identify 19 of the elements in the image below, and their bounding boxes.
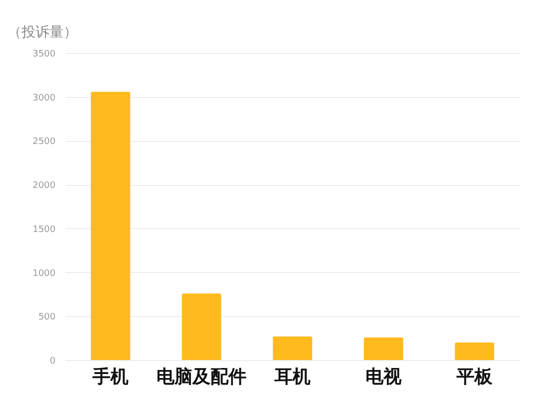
y-tick-label: 3000 — [32, 93, 56, 104]
x-tick-label: 耳机 — [274, 366, 310, 388]
bar — [364, 337, 404, 360]
bar — [454, 342, 494, 360]
y-tick-label: 0 — [50, 356, 56, 366]
y-tick-label: 1000 — [32, 268, 56, 279]
y-tick-label: 1500 — [32, 224, 56, 235]
y-tick-label: 2000 — [32, 181, 56, 192]
y-tick-label: 2500 — [32, 137, 56, 148]
x-tick-label: 电脑及配件 — [156, 366, 246, 388]
x-tick-label: 平板 — [456, 366, 494, 388]
bar — [182, 293, 222, 360]
y-axis-title: （投诉量） — [8, 24, 78, 40]
x-tick-label: 手机 — [92, 366, 128, 388]
x-tick-label: 电视 — [366, 366, 402, 388]
bar — [90, 92, 130, 360]
bar — [272, 336, 312, 360]
y-tick-label: 500 — [38, 312, 56, 323]
y-tick-label: 3500 — [32, 50, 56, 60]
